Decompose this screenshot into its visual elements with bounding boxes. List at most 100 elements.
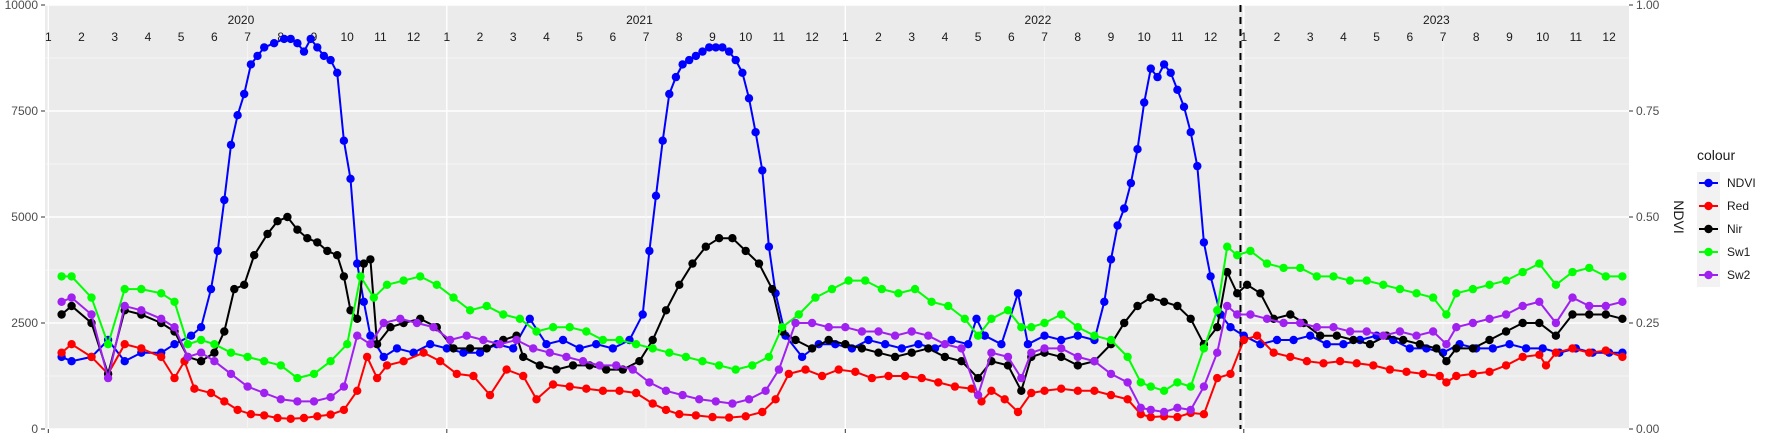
- data-point-nir: [768, 284, 777, 294]
- data-point-red: [548, 380, 558, 389]
- month-label: 5: [576, 30, 583, 44]
- data-point-ndvi: [392, 344, 402, 353]
- data-point-nir: [957, 357, 966, 366]
- data-point-red: [286, 414, 295, 423]
- data-point-sw2: [87, 310, 96, 319]
- year-label: 2020: [228, 13, 255, 27]
- data-point-sw1: [399, 276, 408, 285]
- data-point-red: [834, 365, 843, 374]
- left-axis-tick-label: 0: [31, 422, 38, 436]
- data-point-red: [67, 340, 76, 349]
- month-label: 9: [1506, 30, 1513, 44]
- data-point-red: [771, 395, 780, 404]
- data-point-nir: [1213, 323, 1222, 332]
- data-point-sw2: [874, 327, 883, 336]
- data-point-ndvi: [764, 242, 774, 251]
- data-point-sw1: [382, 280, 392, 289]
- data-point-sw2: [1485, 314, 1494, 323]
- data-point-sw1: [183, 340, 192, 349]
- data-point-sw1: [681, 352, 691, 362]
- data-point-nir: [552, 365, 561, 374]
- data-point-sw1: [894, 289, 903, 298]
- data-point-sw2: [857, 327, 867, 336]
- data-point-sw2: [1395, 327, 1405, 336]
- year-label: 2021: [626, 13, 653, 27]
- data-point-ndvi: [246, 60, 256, 69]
- data-point-sw1: [1173, 378, 1182, 387]
- legend-label: NDVI: [1727, 176, 1756, 190]
- data-point-sw2: [412, 318, 422, 328]
- data-point-ndvi: [120, 357, 129, 366]
- data-point-ndvi: [240, 89, 249, 99]
- month-label: 2: [875, 30, 882, 44]
- data-point-nir: [701, 242, 710, 251]
- data-point-nir: [465, 344, 475, 353]
- data-point-ndvi: [1073, 331, 1083, 340]
- data-point-red: [661, 405, 671, 415]
- data-point-red: [1435, 371, 1444, 381]
- data-point-red: [469, 371, 478, 381]
- data-point-ndvi: [293, 39, 302, 48]
- data-point-sw1: [548, 323, 558, 332]
- data-point-sw2: [824, 323, 833, 332]
- data-point-ndvi: [645, 246, 654, 256]
- data-point-sw1: [276, 361, 285, 370]
- data-point-sw1: [1246, 246, 1255, 256]
- data-point-red: [1146, 412, 1156, 422]
- data-point-sw2: [1535, 297, 1544, 306]
- data-point-red: [1485, 367, 1494, 376]
- month-label: 6: [1406, 30, 1413, 44]
- data-point-red: [1442, 378, 1451, 387]
- legend-label: Red: [1727, 199, 1749, 213]
- data-point-ndvi: [980, 331, 989, 340]
- data-point-ndvi: [972, 314, 981, 323]
- data-point-red: [273, 413, 282, 423]
- data-point-nir: [1233, 289, 1242, 298]
- data-point-sw1: [157, 289, 166, 298]
- data-point-ndvi: [306, 34, 315, 44]
- data-point-ndvi: [1488, 344, 1498, 353]
- data-point-sw1: [1585, 263, 1594, 273]
- data-point-red: [1239, 335, 1249, 345]
- data-point-sw1: [1312, 272, 1322, 281]
- data-point-sw2: [774, 365, 784, 374]
- data-point-ndvi: [1100, 297, 1109, 306]
- month-label: 1: [1240, 30, 1247, 44]
- data-point-red: [675, 410, 684, 419]
- data-point-sw2: [695, 395, 704, 404]
- data-point-nir: [728, 234, 737, 243]
- data-point-sw2: [744, 395, 754, 404]
- data-point-sw1: [1223, 242, 1232, 251]
- month-label: 3: [908, 30, 915, 44]
- data-point-red: [977, 397, 986, 406]
- data-point-sw1: [356, 272, 365, 281]
- data-point-sw2: [1159, 407, 1169, 417]
- data-point-red: [1123, 395, 1132, 404]
- data-point-ndvi: [881, 340, 890, 349]
- data-point-sw1: [910, 284, 920, 294]
- data-point-sw1: [432, 280, 441, 289]
- data-point-ndvi: [1322, 340, 1332, 349]
- data-point-red: [220, 397, 229, 406]
- data-point-red: [233, 405, 242, 415]
- month-label: 8: [1473, 30, 1480, 44]
- data-point-red: [1286, 352, 1295, 362]
- data-point-sw2: [612, 361, 621, 370]
- data-point-sw2: [628, 365, 637, 374]
- series-layer: [57, 34, 1627, 423]
- data-point-nir: [1186, 314, 1195, 323]
- data-point-sw2: [309, 397, 319, 406]
- data-point-red: [419, 348, 428, 357]
- data-point-nir: [688, 259, 697, 268]
- data-point-red: [784, 369, 793, 379]
- legend-key-point: [1704, 201, 1713, 211]
- data-point-red: [950, 382, 960, 391]
- data-point-nir: [1256, 289, 1265, 298]
- data-point-ndvi: [1199, 238, 1209, 247]
- legend-title: colour: [1697, 147, 1735, 163]
- data-point-ndvi: [286, 34, 295, 44]
- data-point-nir: [741, 246, 750, 256]
- data-point-red: [1618, 352, 1627, 362]
- data-point-sw2: [545, 348, 554, 357]
